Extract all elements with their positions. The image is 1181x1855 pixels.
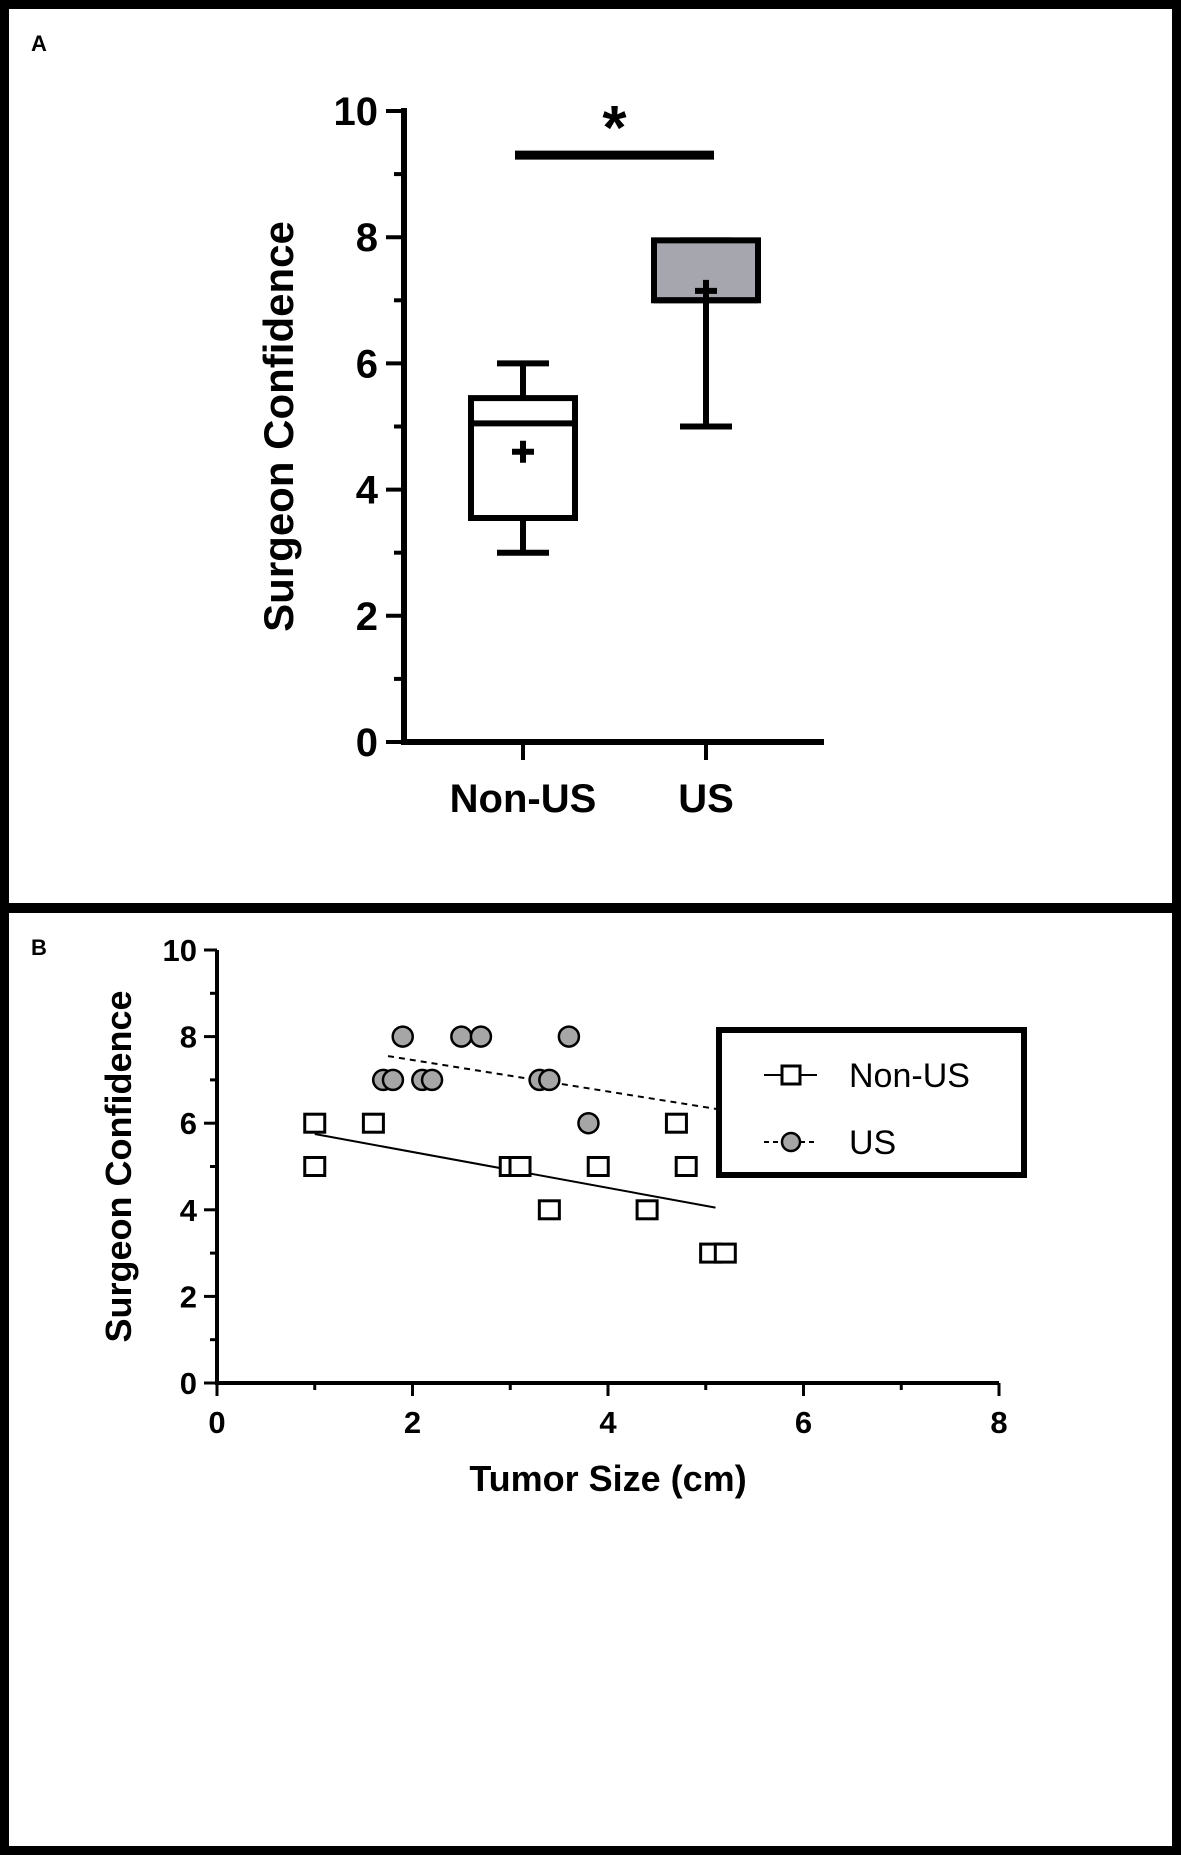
y-tick-label: 10: [334, 90, 379, 134]
scatter-chart: Confidence vs Size024681002468Tumor Size…: [98, 933, 1027, 1499]
y-axis-title: Surgeon Confidence: [98, 990, 139, 1342]
x-tick-label: 2: [404, 1405, 421, 1440]
x-tick-label: 0: [208, 1405, 225, 1440]
y-axis-title: Surgeon Confidence: [255, 221, 302, 632]
mean-marker: [695, 279, 717, 302]
y-tick-label: 8: [356, 216, 378, 260]
data-point-circle: [538, 1068, 561, 1092]
x-axis-title: Tumor Size (cm): [469, 1458, 746, 1499]
y-tick-label: 0: [180, 1366, 197, 1401]
data-point-square: [635, 1199, 659, 1221]
data-point-circle: [469, 1025, 493, 1048]
data-point-square: [537, 1199, 561, 1221]
x-tick-label: 8: [990, 1405, 1007, 1440]
y-tick-label: 0: [356, 721, 378, 765]
y-tick-label: 2: [356, 595, 378, 639]
data-point-square: [508, 1156, 532, 1177]
x-tick-label: 6: [795, 1405, 812, 1440]
y-tick-label: 2: [180, 1279, 197, 1314]
data-point-circle: [381, 1068, 405, 1092]
data-point-square: [303, 1156, 327, 1177]
box-non-us: [468, 395, 578, 521]
data-point-circle: [557, 1025, 581, 1048]
y-tick-label: 4: [180, 1193, 198, 1228]
y-tick-label: 6: [356, 342, 378, 386]
x-tick-label: 4: [599, 1405, 617, 1440]
data-point-square: [303, 1112, 327, 1134]
y-tick-label: 10: [163, 933, 197, 968]
legend-marker-square: [780, 1064, 802, 1086]
data-point-square: [674, 1156, 698, 1177]
legend-label: Non-US: [849, 1057, 970, 1095]
data-point-circle: [391, 1025, 414, 1048]
panel-a: A 0 2 4 6 8 10 Non-US US Surgeon Confidence *: [0, 0, 1181, 912]
y-tick-label: 6: [180, 1106, 197, 1141]
data-point-circle: [420, 1068, 444, 1092]
box-plot-chart: 0 2 4 6 8 10 Non-US US Surgeon Confidence *: [255, 90, 824, 821]
y-tick-label: 8: [180, 1020, 197, 1055]
data-point-circle: [450, 1025, 473, 1048]
panel-b: B Confidence vs Size024681002468Tumor Si…: [0, 904, 1181, 1855]
data-point-square: [361, 1112, 385, 1134]
data-point-square: [586, 1156, 610, 1177]
panel-b-letter: B: [31, 935, 47, 960]
data-point-circle: [577, 1111, 600, 1135]
mean-marker: [512, 440, 534, 463]
x-tick-label: US: [678, 777, 734, 821]
panel-a-letter: A: [31, 31, 47, 56]
y-tick-label: 4: [356, 469, 379, 513]
data-point-square: [713, 1242, 737, 1264]
legend-box: [716, 1027, 1027, 1178]
significance-asterisk: *: [602, 94, 627, 163]
data-point-square: [664, 1112, 688, 1134]
x-tick-label: Non-US: [450, 777, 597, 821]
legend-marker-circle: [780, 1131, 802, 1153]
legend-label: US: [849, 1124, 896, 1162]
